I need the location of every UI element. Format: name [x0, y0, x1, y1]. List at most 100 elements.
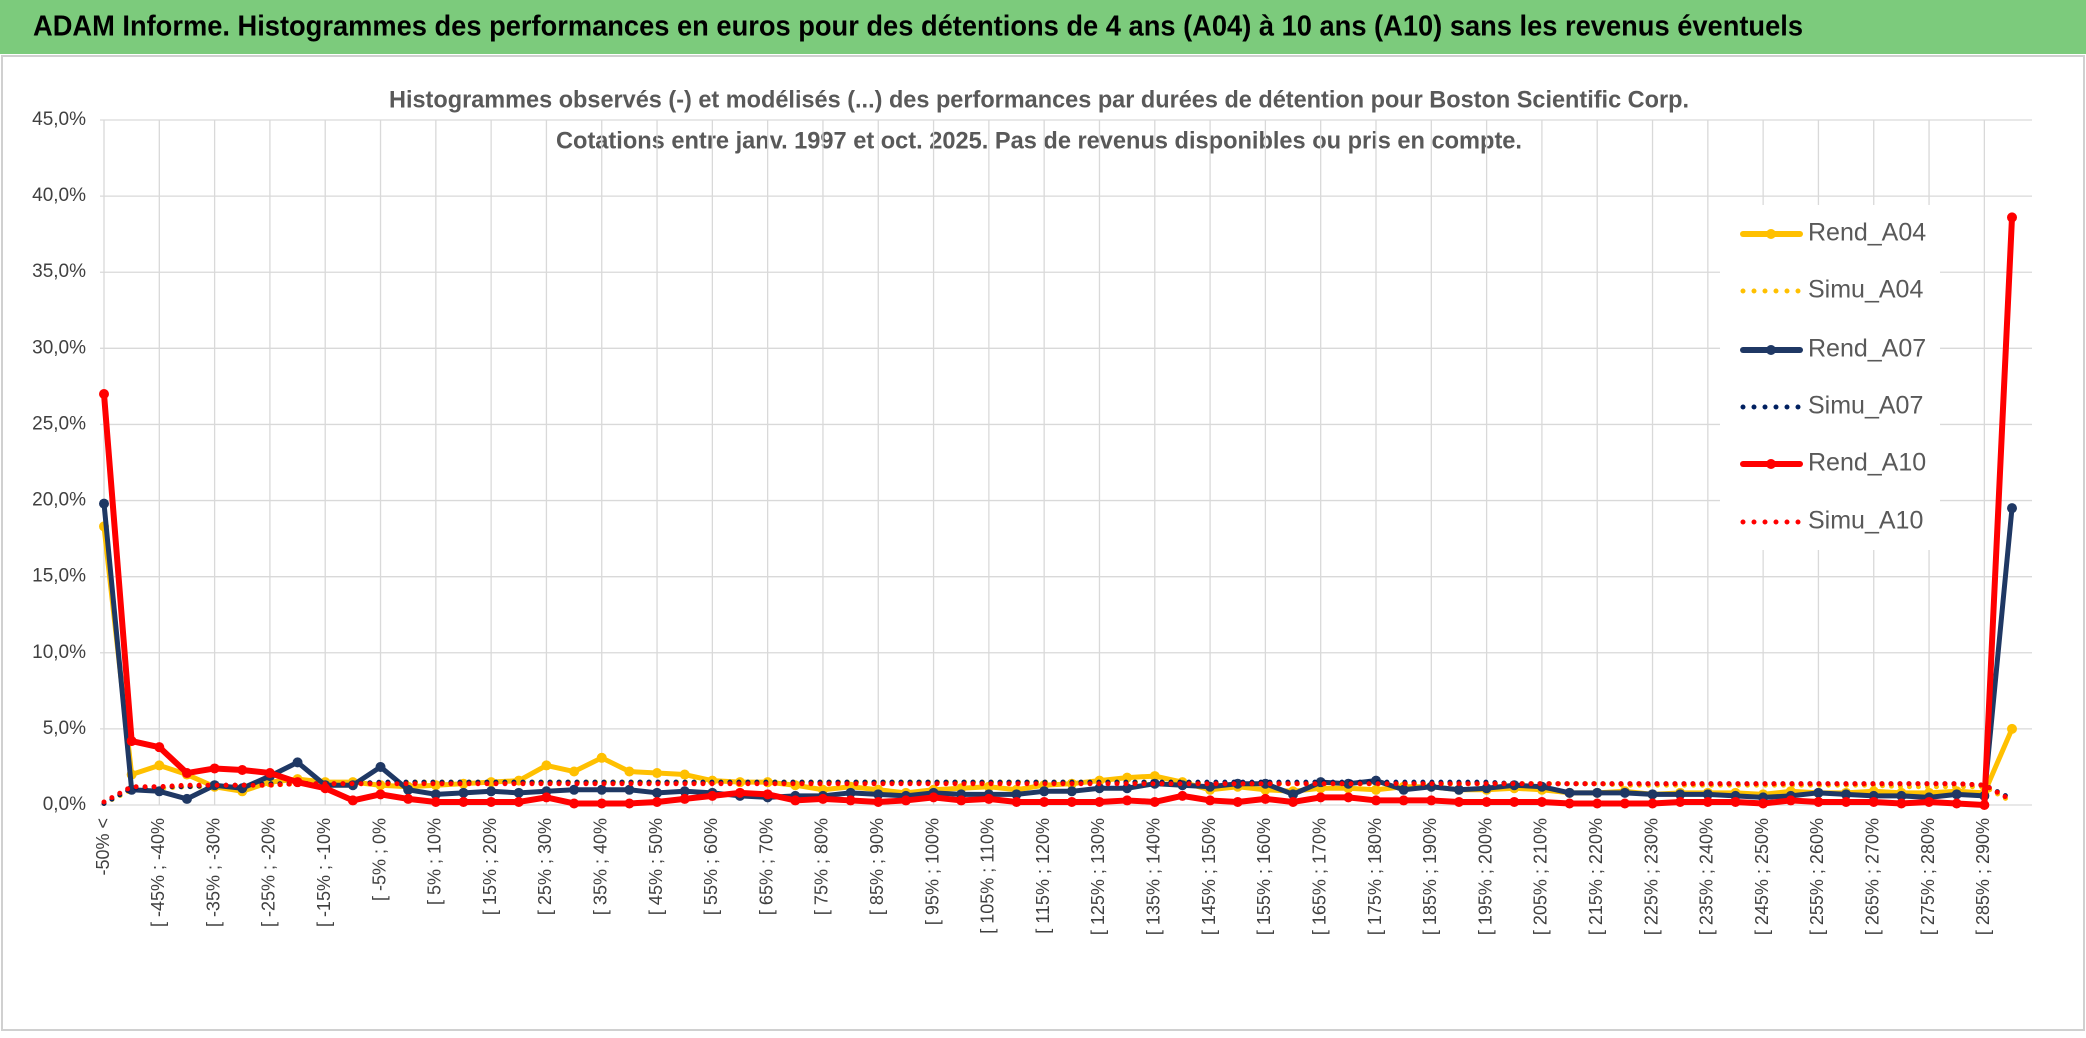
- point: [735, 787, 745, 798]
- point: [983, 793, 994, 804]
- point: [679, 793, 690, 804]
- point: [1647, 798, 1658, 809]
- point: [873, 796, 884, 807]
- point: [790, 795, 801, 806]
- point: [181, 768, 192, 779]
- point: [1149, 771, 1160, 782]
- point: [1398, 784, 1409, 795]
- point: [652, 787, 663, 798]
- header-bar: [0, 0, 2086, 54]
- y-tick-label: 45,0%: [32, 109, 86, 130]
- legend-marker: [1766, 229, 1776, 239]
- y-tick-label: 15,0%: [32, 566, 86, 587]
- x-tick-label: [ 165% ; 170%: [1309, 818, 1329, 935]
- point: [2007, 503, 2017, 514]
- legend-label: Rend_A10: [1808, 449, 1926, 477]
- x-tick-label: [ 5% ; 10%: [425, 818, 445, 905]
- point: [1011, 789, 1022, 800]
- x-tick-label: [ 115% ; 120%: [1033, 818, 1053, 934]
- point: [1813, 787, 1824, 798]
- point: [1758, 798, 1769, 809]
- x-tick-label: [ 235% ; 240%: [1697, 818, 1717, 935]
- point: [1675, 789, 1686, 800]
- y-tick-label: 20,0%: [32, 490, 86, 511]
- x-tick-label: [ 75% ; 80%: [812, 818, 832, 915]
- point: [596, 784, 607, 795]
- legend-marker: [1766, 459, 1776, 469]
- point: [430, 789, 441, 800]
- x-tick-label: [ 275% ; 280%: [1918, 818, 1938, 935]
- point: [1177, 790, 1188, 801]
- point: [928, 792, 939, 803]
- point: [1481, 783, 1492, 794]
- point: [1924, 796, 1935, 807]
- point: [900, 795, 911, 806]
- point: [1564, 798, 1575, 809]
- legend-label: Simu_A10: [1808, 507, 1923, 535]
- point: [1094, 783, 1105, 794]
- y-tick-label: 35,0%: [32, 261, 86, 282]
- point: [569, 798, 580, 809]
- point: [817, 793, 828, 804]
- point: [292, 757, 303, 768]
- point: [873, 789, 884, 800]
- point: [1536, 796, 1547, 807]
- point: [1343, 792, 1354, 803]
- point: [154, 742, 165, 753]
- x-tick-label: [ -5% ; 0%: [369, 818, 389, 901]
- point: [1896, 790, 1907, 801]
- x-tick-label: [ 195% ; 200%: [1475, 818, 1495, 935]
- x-tick-label: [ 135% ; 140%: [1144, 818, 1164, 935]
- point: [1702, 789, 1713, 800]
- point: [1813, 796, 1824, 807]
- point: [1232, 796, 1243, 807]
- line: [101, 501, 2015, 802]
- x-tick-label: [ 15% ; 20%: [480, 818, 500, 915]
- x-tick-label: [ 65% ; 70%: [756, 818, 776, 915]
- point: [1066, 796, 1077, 807]
- point: [569, 784, 580, 795]
- x-tick-label: [ 25% ; 30%: [535, 818, 555, 915]
- chart-subtitle: Cotations entre janv. 1997 et oct. 2025.…: [556, 127, 1522, 154]
- point: [154, 760, 165, 771]
- x-tick-label: [ 155% ; 160%: [1254, 818, 1274, 935]
- point: [1205, 795, 1216, 806]
- point: [347, 795, 358, 806]
- point: [1868, 796, 1879, 807]
- x-tick-label: [ 125% ; 130%: [1088, 818, 1108, 935]
- point: [1841, 789, 1852, 800]
- point: [1785, 795, 1796, 806]
- point: [1675, 796, 1686, 807]
- point: [1564, 787, 1575, 798]
- point: [237, 764, 248, 775]
- point: [596, 752, 607, 763]
- x-tick-label: [ -25% ; -20%: [259, 818, 279, 927]
- point: [1426, 795, 1437, 806]
- x-tick-label: [ 35% ; 40%: [590, 818, 610, 915]
- y-tick-label: 25,0%: [32, 413, 86, 434]
- point: [541, 792, 552, 803]
- point: [1371, 795, 1381, 806]
- point: [1122, 795, 1133, 806]
- point: [707, 790, 718, 801]
- point: [1288, 789, 1299, 800]
- y-tick-label: 5,0%: [43, 718, 86, 739]
- legend-label: Simu_A04: [1808, 276, 1923, 304]
- x-tick-label: [ 45% ; 50%: [646, 818, 666, 915]
- x-tick-label: [ 145% ; 150%: [1199, 818, 1219, 935]
- point: [624, 798, 635, 809]
- point: [320, 783, 331, 794]
- point: [209, 763, 220, 774]
- dotted-line: [101, 781, 2015, 805]
- x-tick-label: [ 245% ; 250%: [1752, 818, 1772, 935]
- point: [1039, 786, 1050, 797]
- x-tick-label: [ 265% ; 270%: [1862, 818, 1882, 935]
- x-tick-label: [ 175% ; 180%: [1365, 818, 1385, 935]
- point: [652, 796, 663, 807]
- y-tick-label: 10,0%: [32, 642, 86, 663]
- point: [2007, 723, 2017, 734]
- x-tick-label: [ 205% ; 210%: [1531, 818, 1551, 935]
- x-tick-label: [ 255% ; 260%: [1807, 818, 1827, 935]
- point: [624, 784, 635, 795]
- point: [762, 789, 773, 800]
